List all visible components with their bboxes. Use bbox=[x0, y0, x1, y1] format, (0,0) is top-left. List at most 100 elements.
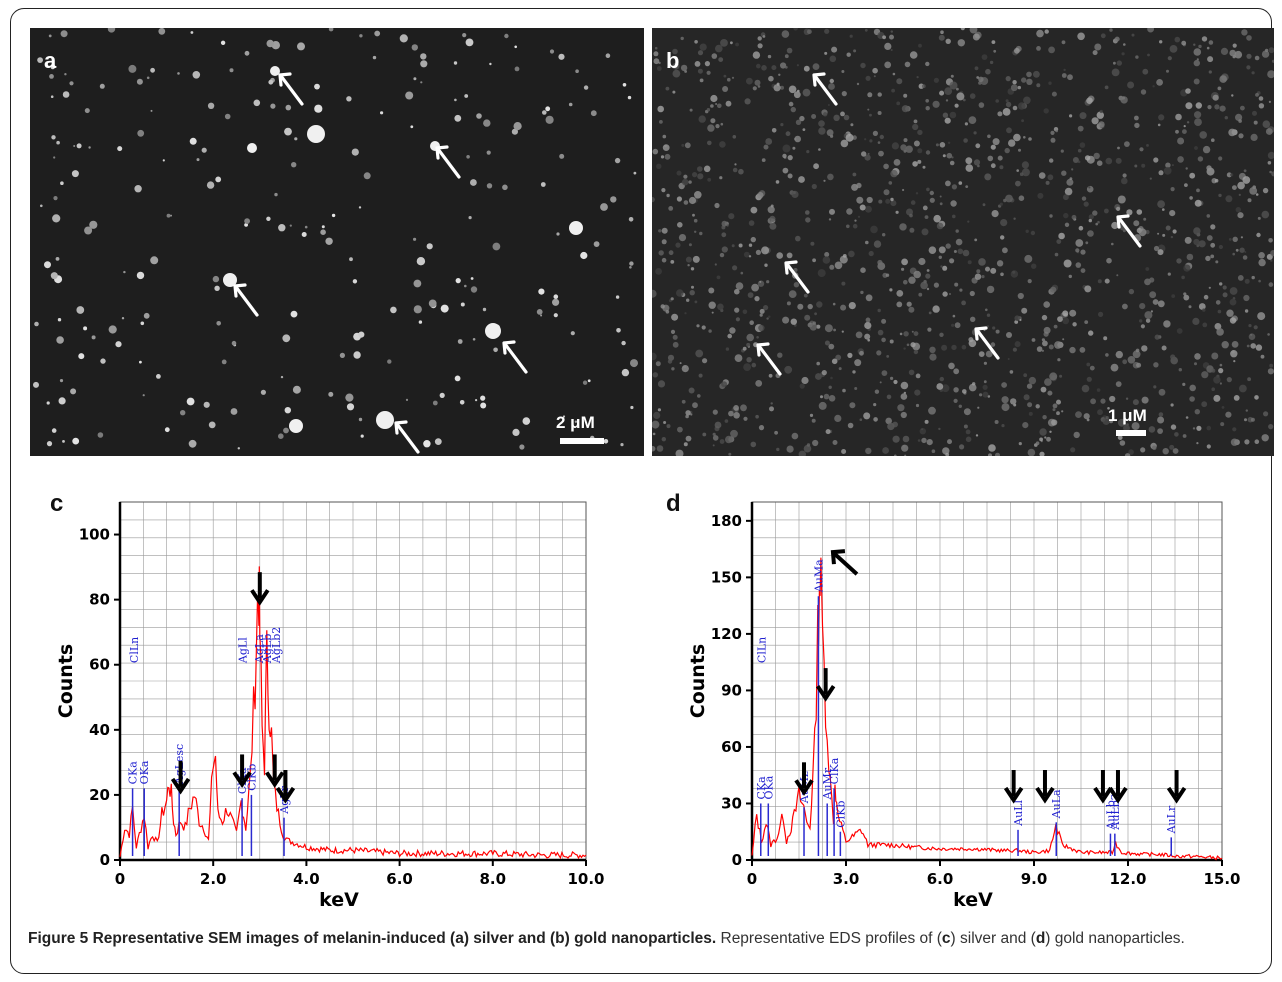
particle bbox=[1171, 294, 1176, 298]
pointer-arrow-shaft bbox=[785, 262, 810, 294]
particle bbox=[942, 112, 949, 118]
particle bbox=[1185, 102, 1193, 110]
y-tick-label: 30 bbox=[721, 794, 742, 812]
particle bbox=[1123, 424, 1130, 432]
particle bbox=[1098, 121, 1105, 128]
particle bbox=[802, 88, 811, 97]
particle bbox=[603, 439, 609, 444]
particle bbox=[972, 33, 980, 41]
particle bbox=[992, 326, 996, 330]
particle bbox=[668, 250, 674, 256]
particle bbox=[570, 331, 575, 336]
pointer-arrow-head bbox=[830, 549, 846, 565]
particle bbox=[734, 354, 743, 362]
particle bbox=[1244, 278, 1250, 284]
particle bbox=[916, 76, 919, 79]
particle bbox=[965, 429, 971, 435]
particle bbox=[1051, 91, 1057, 97]
particle bbox=[963, 408, 971, 416]
particle bbox=[990, 267, 997, 274]
particle bbox=[46, 401, 50, 405]
particle bbox=[979, 393, 983, 397]
particle bbox=[690, 267, 695, 271]
particle bbox=[874, 389, 880, 394]
particle bbox=[519, 444, 525, 450]
particle bbox=[284, 127, 292, 136]
particle bbox=[912, 123, 919, 131]
particle bbox=[981, 54, 988, 60]
particle bbox=[809, 323, 818, 331]
particle bbox=[940, 265, 943, 268]
particle bbox=[847, 422, 854, 429]
particle bbox=[1086, 97, 1093, 104]
particle bbox=[782, 316, 790, 324]
particle bbox=[694, 230, 697, 233]
peak-label: ClLn bbox=[755, 637, 768, 663]
particle bbox=[504, 33, 509, 39]
particle bbox=[1089, 365, 1095, 371]
particle bbox=[697, 50, 704, 56]
particle bbox=[905, 145, 913, 153]
particle bbox=[1063, 259, 1072, 268]
particle bbox=[1170, 424, 1177, 430]
particle bbox=[828, 395, 836, 402]
particle bbox=[1061, 170, 1067, 176]
particle bbox=[1081, 196, 1087, 201]
particle bbox=[684, 312, 687, 315]
particle bbox=[748, 220, 755, 226]
particle bbox=[970, 316, 976, 322]
particle bbox=[1117, 195, 1126, 204]
chart-letter-c: c bbox=[50, 490, 64, 517]
particle bbox=[794, 135, 801, 143]
particle bbox=[968, 383, 977, 392]
particle bbox=[1141, 345, 1148, 352]
particle bbox=[1225, 411, 1232, 418]
particle bbox=[672, 90, 676, 94]
x-tick-label: 6.0 bbox=[386, 870, 413, 888]
particle bbox=[755, 249, 761, 255]
particle bbox=[913, 349, 919, 355]
particle bbox=[1240, 105, 1245, 111]
particle bbox=[1270, 259, 1273, 262]
particle bbox=[290, 310, 298, 318]
particle bbox=[860, 267, 866, 273]
particle bbox=[915, 373, 921, 379]
particle bbox=[1097, 279, 1102, 284]
particle bbox=[949, 111, 957, 119]
particle bbox=[981, 275, 985, 279]
particle bbox=[1106, 257, 1112, 264]
particle bbox=[661, 239, 667, 245]
particle bbox=[663, 421, 667, 424]
pointer-arrow-head bbox=[1003, 786, 1024, 804]
particle bbox=[856, 182, 862, 189]
particle bbox=[1049, 372, 1058, 381]
particle bbox=[795, 235, 801, 242]
particle bbox=[413, 237, 417, 241]
peak-label: CKa bbox=[127, 761, 140, 785]
particle bbox=[1183, 125, 1186, 128]
particle bbox=[1268, 424, 1274, 430]
particle bbox=[1251, 71, 1255, 75]
y-tick-label: 80 bbox=[89, 591, 110, 609]
particle bbox=[136, 271, 145, 280]
particle bbox=[655, 268, 662, 275]
particle bbox=[1206, 444, 1211, 449]
particle bbox=[683, 442, 688, 447]
particle bbox=[1269, 170, 1272, 174]
particle bbox=[1246, 53, 1252, 59]
particle bbox=[656, 66, 662, 71]
particle bbox=[939, 202, 943, 206]
particle bbox=[545, 115, 554, 124]
particle bbox=[40, 204, 43, 208]
particle bbox=[1027, 279, 1032, 284]
particle bbox=[1021, 119, 1024, 123]
particle bbox=[925, 61, 930, 67]
particle bbox=[1245, 409, 1248, 412]
particle bbox=[170, 214, 172, 217]
particle bbox=[1224, 116, 1228, 120]
particle bbox=[670, 329, 676, 334]
particle bbox=[593, 241, 600, 248]
particle bbox=[841, 70, 845, 73]
particle bbox=[824, 340, 830, 346]
particle bbox=[929, 190, 934, 196]
